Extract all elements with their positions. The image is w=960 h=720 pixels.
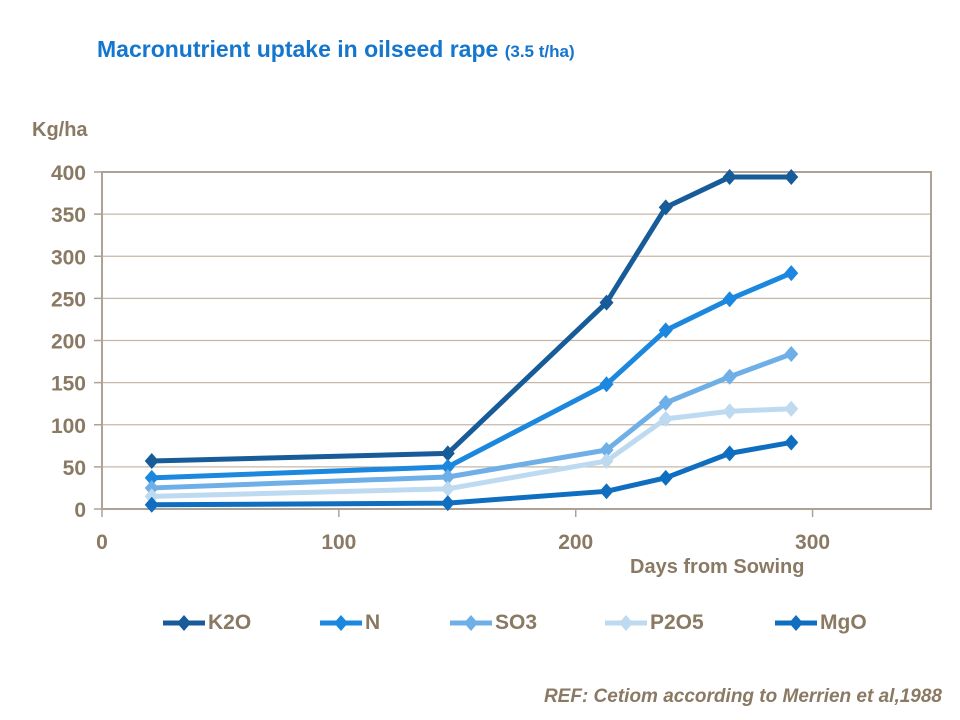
series-marker-K2O [440,445,455,462]
series-marker-SO3 [722,368,737,385]
series-marker-SO3 [144,479,159,496]
series-marker-P2O5 [784,400,799,417]
legend-label-MgO: MgO [820,611,867,634]
series-marker-MgO [440,495,455,512]
series-marker-MgO [784,434,799,451]
y-tick-label: 0 [74,499,86,522]
series-marker-P2O5 [658,410,673,427]
series-marker-P2O5 [440,480,455,497]
chart-legend: K2O N SO3 P2O5 MgO [0,608,960,644]
series-marker-N [658,322,673,339]
series-marker-MgO [599,483,614,500]
legend-item-MgO: MgO [775,608,867,638]
x-tick-label: 0 [96,531,108,554]
y-tick-label: 350 [51,204,86,227]
legend-marker-icon [605,615,647,631]
legend-label-N: N [365,611,381,634]
series-marker-MgO [144,496,159,513]
chart-title: Macronutrient uptake in oilseed rape (3.… [97,36,575,63]
y-axis-label: Kg/ha [32,119,88,141]
series-marker-SO3 [440,468,455,485]
legend-marker-icon [450,615,492,631]
x-tick-label: 100 [321,531,356,554]
series-line-P2O5 [149,406,794,499]
y-tick-label: 50 [63,457,86,480]
series-marker-N [722,291,737,308]
series-line-SO3 [149,351,794,491]
series-marker-N [440,458,455,475]
series-marker-MgO [722,445,737,462]
series-marker-MgO [658,469,673,486]
x-tick-label: 300 [795,531,830,554]
series-marker-N [144,469,159,486]
series-marker-SO3 [784,345,799,362]
x-axis-label: Days from Sowing [630,556,805,578]
series-marker-P2O5 [722,403,737,420]
y-tick-label: 250 [51,288,86,311]
legend-item-K2O: K2O [163,608,251,638]
series-marker-N [784,265,799,282]
y-tick-label: 400 [51,162,86,185]
legend-label-K2O: K2O [208,611,252,634]
series-marker-K2O [599,294,614,311]
legend-item-N: N [320,608,380,638]
series-marker-P2O5 [144,488,159,505]
chart-title-suffix: (3.5 t/ha) [504,42,575,61]
x-tick-label: 200 [558,531,593,554]
y-tick-label: 200 [51,331,86,354]
chart-title-main: Macronutrient uptake in oilseed rape [97,36,505,62]
series-marker-K2O [144,452,159,469]
series-marker-K2O [658,199,673,216]
legend-marker-icon [775,615,817,631]
series-marker-K2O [784,169,799,186]
series-line-N [149,270,794,481]
legend-item-P2O5: P2O5 [605,608,704,638]
series-marker-SO3 [599,442,614,459]
series-marker-P2O5 [599,452,614,469]
series-line-MgO [149,439,794,508]
series-marker-N [599,376,614,393]
y-tick-label: 150 [51,373,86,396]
legend-label-SO3: SO3 [495,611,538,634]
reference-note: REF: Cetiom according to Merrien et al,1… [543,686,942,707]
series-marker-SO3 [658,394,673,411]
series-line-K2O [149,174,794,464]
legend-marker-icon [320,615,362,631]
y-tick-label: 100 [51,415,86,438]
y-tick-label: 300 [51,246,86,269]
legend-label-P2O5: P2O5 [650,611,704,634]
series-marker-K2O [722,169,737,186]
legend-marker-icon [163,615,205,631]
legend-item-SO3: SO3 [450,608,537,638]
